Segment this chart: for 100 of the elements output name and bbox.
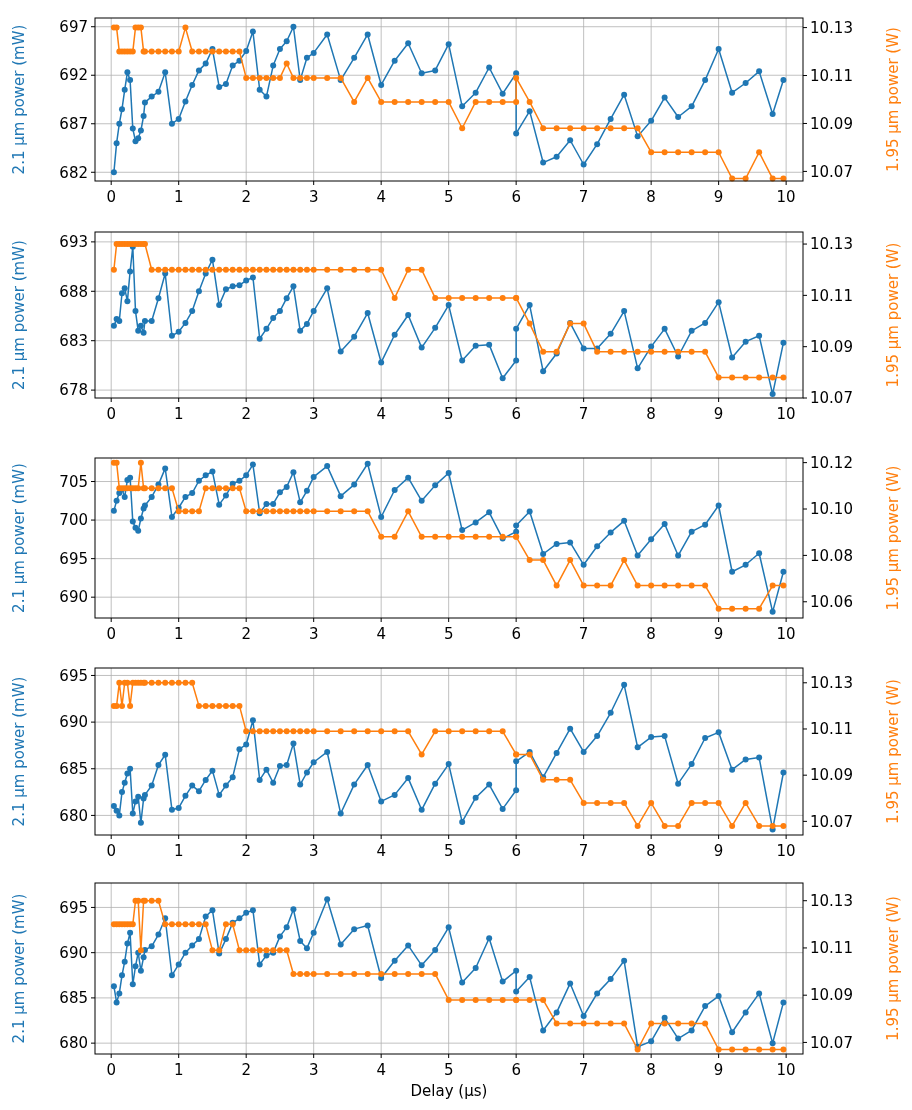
x-tick-label: 2	[241, 842, 251, 860]
y2-tick-label: 10.09	[810, 766, 853, 785]
y2-tick-label: 10.07	[810, 1033, 853, 1052]
y2-axis-title: 1.95 µm power (W)	[884, 242, 902, 388]
x-tick-label: 6	[511, 1061, 521, 1079]
x-tick-label: 9	[713, 405, 724, 423]
x-tick-label: 2	[241, 405, 251, 423]
x-tick-label: 1	[173, 405, 184, 423]
y2-axis-title: 1.95 µm power (W)	[884, 679, 902, 824]
y-axis-title: 2.1 µm power (mW)	[10, 893, 28, 1044]
y-tick-label: 695	[59, 549, 88, 568]
x-tick-label: 4	[376, 625, 386, 643]
x-tick-label: 0	[106, 405, 116, 423]
x-tick-label: 5	[443, 1061, 454, 1079]
x-tick-label: 8	[646, 1061, 656, 1079]
x-tick-label: 1	[173, 842, 184, 860]
x-tick-label: 6	[511, 842, 521, 860]
x-tick-label: 3	[308, 625, 319, 643]
x-tick-label: 10	[776, 188, 796, 206]
x-tick-label: 10	[776, 625, 796, 643]
x-tick-label: 10	[776, 842, 796, 860]
y2-axis-title: 1.95 µm power (W)	[884, 896, 902, 1041]
x-tick-label: 3	[308, 842, 319, 860]
y2-tick-label: 10.10	[810, 500, 853, 519]
x-tick-label: 1	[173, 188, 184, 206]
y-tick-label: 680	[59, 1034, 88, 1053]
y-tick-label: 705	[59, 472, 88, 491]
x-tick-label: 10	[776, 405, 796, 423]
y2-tick-label: 10.09	[810, 114, 853, 133]
y-tick-label: 695	[59, 898, 88, 917]
x-tick-label: 0	[106, 188, 116, 206]
y2-tick-label: 10.07	[810, 812, 853, 831]
y-tick-label: 690	[59, 588, 88, 607]
x-tick-label: 3	[308, 1061, 319, 1079]
x-tick-label: 5	[443, 842, 454, 860]
x-tick-label: 7	[578, 188, 589, 206]
y-tick-label: 690	[59, 713, 88, 732]
x-tick-label: 2	[241, 188, 251, 206]
y2-tick-label: 10.07	[810, 389, 853, 408]
y-axis-title: 2.1 µm power (mW)	[10, 24, 28, 175]
y2-tick-label: 10.09	[810, 986, 853, 1005]
y2-tick-label: 10.13	[810, 235, 853, 254]
x-tick-label: 5	[443, 625, 454, 643]
x-tick-label: 5	[443, 405, 454, 423]
x-tick-label: 6	[511, 405, 521, 423]
x-tick-label: 9	[713, 188, 724, 206]
x-tick-label: 2	[241, 625, 251, 643]
y2-tick-label: 10.11	[810, 66, 853, 85]
x-tick-label: 1	[173, 625, 184, 643]
y2-axis-title: 1.95 µm power (W)	[884, 465, 902, 611]
x-tick-label: 7	[578, 405, 589, 423]
y2-tick-label: 10.11	[810, 720, 853, 739]
y2-tick-label: 10.12	[810, 453, 853, 472]
x-tick-label: 0	[106, 1061, 116, 1079]
x-tick-label: 8	[646, 405, 656, 423]
x-tick-label: 4	[376, 188, 386, 206]
y2-tick-label: 10.13	[810, 18, 853, 37]
x-tick-label: 4	[376, 1061, 386, 1079]
x-tick-label: 0	[106, 842, 116, 860]
y2-tick-label: 10.08	[810, 546, 853, 565]
y2-axis-title: 1.95 µm power (W)	[884, 27, 902, 172]
y-axis-title: 2.1 µm power (mW)	[10, 676, 28, 827]
x-tick-label: 8	[646, 842, 656, 860]
x-tick-label: 9	[713, 625, 724, 643]
y-tick-label: 682	[59, 163, 88, 182]
x-tick-label: 4	[376, 405, 386, 423]
y-tick-label: 685	[59, 989, 88, 1008]
y-axis-title: 2.1 µm power (mW)	[10, 240, 28, 390]
x-tick-label: 9	[713, 842, 724, 860]
x-tick-label: 8	[646, 625, 656, 643]
y-tick-label: 683	[59, 331, 88, 350]
x-tick-label: 0	[106, 625, 116, 643]
x-tick-label: 4	[376, 842, 386, 860]
y-tick-label: 680	[59, 806, 88, 825]
x-tick-label: 2	[241, 1061, 251, 1079]
x-tick-label: 5	[443, 188, 454, 206]
y-tick-label: 690	[59, 943, 88, 962]
y-tick-label: 678	[59, 381, 88, 400]
y2-tick-label: 10.11	[810, 939, 853, 958]
y-tick-label: 693	[59, 233, 88, 252]
y-tick-label: 687	[59, 115, 88, 134]
x-tick-label: 8	[646, 188, 656, 206]
y-tick-label: 697	[59, 17, 88, 36]
x-tick-label: 10	[776, 1061, 796, 1079]
x-tick-label: 9	[713, 1061, 724, 1079]
y-tick-label: 692	[59, 66, 88, 85]
x-tick-label: 7	[578, 842, 589, 860]
y2-tick-label: 10.13	[810, 674, 853, 693]
y-tick-label: 685	[59, 760, 88, 779]
y2-tick-label: 10.13	[810, 891, 853, 910]
x-tick-label: 1	[173, 1061, 184, 1079]
x-tick-label: 6	[511, 625, 521, 643]
x-tick-label: 7	[578, 625, 589, 643]
y2-tick-label: 10.11	[810, 286, 853, 305]
y-tick-label: 700	[59, 511, 88, 530]
x-tick-label: 3	[308, 405, 319, 423]
y-tick-label: 695	[59, 666, 88, 685]
y2-tick-label: 10.09	[810, 337, 853, 356]
y-tick-label: 688	[59, 282, 88, 301]
x-tick-label: 7	[578, 1061, 589, 1079]
